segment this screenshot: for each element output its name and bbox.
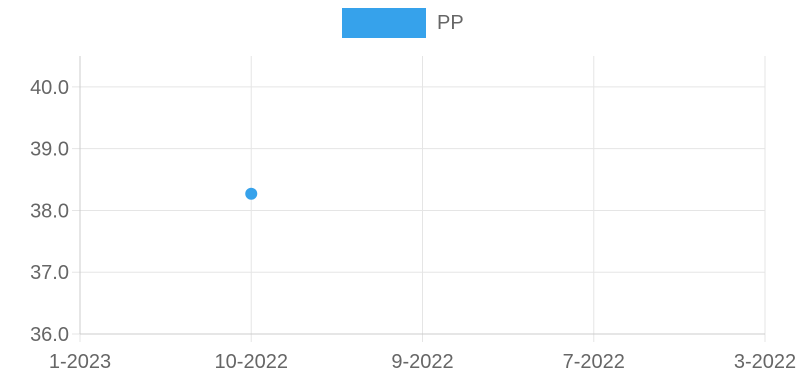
y-tick-label: 40.0 [30,77,69,99]
y-tick-label: 39.0 [30,139,69,161]
x-axis-ticks: 1-2023 10-2022 9-2022 7-2022 3-2022 [49,351,796,373]
y-tick-label: 36.0 [30,324,69,346]
axes [79,56,765,335]
x-tick-label: 10-2022 [215,351,288,373]
legend[interactable]: PP [342,8,464,38]
y-tick-label: 38.0 [30,200,69,222]
legend-label-pp: PP [437,12,464,34]
data-points [245,187,258,200]
y-axis-ticks: 36.0 37.0 38.0 39.0 40.0 [30,77,69,346]
x-tick-label: 3-2022 [734,351,796,373]
x-tick-label: 1-2023 [49,351,111,373]
gridlines [72,56,766,342]
x-tick-label: 9-2022 [391,351,453,373]
legend-swatch-pp [342,8,426,38]
y-tick-label: 37.0 [30,262,69,284]
x-tick-label: 7-2022 [563,351,625,373]
data-point[interactable] [245,187,258,200]
